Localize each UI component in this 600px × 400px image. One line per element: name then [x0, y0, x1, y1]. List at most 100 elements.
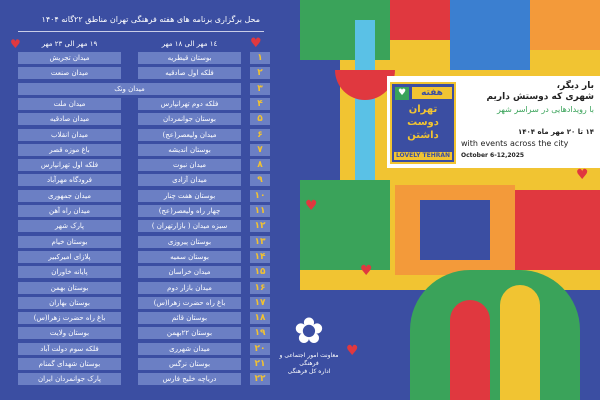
district-number: ۸	[250, 159, 270, 172]
venue-week2: بوستان بهمن	[18, 281, 121, 294]
table-row: ۲۲ دریاچه خلیج فارس پارک جوانمردان ایران	[18, 373, 270, 386]
venue-week1: بوستان پیروزی	[138, 235, 241, 248]
venue-week2: میدان صنعت	[18, 67, 121, 80]
venue-week2: بوستان بهاران	[18, 296, 121, 309]
english-dates: October 6-12,2025	[461, 152, 525, 159]
heart-icon: ♥	[395, 87, 409, 100]
table-row: ۱۲ سبزه میدان ( بازارتهران ) پارک شهر	[18, 220, 270, 233]
venue-week1: میدان شهرری	[138, 342, 241, 355]
venue-week2: میدان ملت	[18, 97, 121, 110]
venue-week1: سبزه میدان ( بازارتهران )	[138, 220, 241, 233]
venue-week1: بوستان اندیشه	[138, 143, 241, 156]
table-row: ۱۵ میدان خراسان پایانه خاوران	[18, 266, 270, 279]
venue-week1: میدان خراسان	[138, 266, 241, 279]
district-number: ۲۲	[250, 373, 270, 386]
illustration: ♥ ♥	[300, 0, 600, 400]
venue-week1: چهار راه ولیعصر(عج)	[138, 205, 241, 217]
venue-week1: میدان نبوت	[138, 159, 241, 172]
headline: بار دیگر،	[556, 81, 594, 91]
emblem-title: هفته	[412, 87, 452, 99]
table-row: ۱۰ بوستان هفت چنار میدان جمهوری	[18, 189, 270, 202]
english-tagline: with events across the city	[461, 139, 569, 148]
table-row: ۱۳ بوستان پیروزی بوستان خیام	[18, 235, 270, 248]
venue-week2: فلکه اول تهرانپارس	[18, 159, 121, 172]
table-title: محل برگزاری برنامه های هفته فرهنگی تهران…	[41, 15, 260, 24]
venue-week1: بوستان قائم	[138, 312, 241, 325]
table-row: ۱ بوستان قیطریه میدان تجریش	[18, 52, 270, 64]
table-row: ۱۶ میدان بازار دوم بوستان بهمن	[18, 281, 270, 294]
district-number: ۲۱	[250, 358, 270, 370]
headline: شهری که دوستش داریم	[486, 92, 594, 102]
table-row: ۶ میدان ولیعصر(عج) میدان انقلاب	[18, 128, 270, 141]
table-row: ۱۹ بوستان ۲۲بهمن بوستان ولایت	[18, 327, 270, 340]
logo-star-icon: ✿	[293, 311, 325, 352]
venue-week1: بوستان ۲۲بهمن	[138, 327, 241, 340]
venue-week1: بوستان قیطریه	[138, 52, 241, 64]
table-row: ۹ میدان آزادی فرودگاه مهرآباد	[18, 174, 270, 187]
district-number: ۲	[250, 67, 270, 80]
table-row: ۷ بوستان اندیشه باغ موزه قصر	[18, 143, 270, 156]
district-number: ۷	[250, 143, 270, 156]
table-row: ۱۴ بوستان سمیه پلازای امیرکبیر	[18, 250, 270, 263]
venue-week2: فلکه سوم دولت آباد	[18, 342, 121, 355]
title-divider	[18, 31, 264, 32]
people-crowd	[410, 270, 580, 400]
venue-week1: میدان ولیعصر(عج)	[138, 128, 241, 141]
venue-week2: میدان انقلاب	[18, 128, 121, 141]
logo-text: اداره کل فرهنگی	[287, 368, 331, 375]
venue-week1: میدان بازار دوم	[138, 281, 241, 294]
venue-week2: پارک شهر	[18, 220, 121, 233]
table-row: ۳ میدان ونک	[18, 82, 270, 95]
table-row: ۱۸ بوستان قائم باغ راه حضرت زهرا(س)	[18, 312, 270, 325]
venue-week1: باغ راه حضرت زهرا(س)	[138, 296, 241, 309]
subheadline: با رویدادهایی در سراسر شهر	[496, 105, 594, 114]
table-row: ۲۰ میدان شهرری فلکه سوم دولت آباد	[18, 342, 270, 355]
district-number: ۴	[250, 97, 270, 110]
emblem-english: LOVELY TEHRAN	[394, 152, 452, 160]
venue-week1: فلکه اول صادقیه	[138, 67, 241, 80]
venue-week2: میدان جمهوری	[18, 189, 121, 202]
heart-icon: ♥	[360, 263, 373, 279]
venue-week2: پایانه خاوران	[18, 266, 121, 279]
venue-week2: بوستان خیام	[18, 235, 121, 248]
emblem-text: تهران دوست داشتن	[407, 104, 439, 141]
logo-text: معاونت امور اجتماعی و فرهنگی	[279, 352, 339, 367]
heart-icon: ♥	[10, 37, 21, 51]
table-row: ۵ بوستان جوانمردان میدان صادقیه	[18, 113, 270, 126]
table-row: ۲۱ بوستان نرگس بوستان شهدای گمنام	[18, 358, 270, 370]
column-header-week1: ١٤ مهر الی ١٨ مهر	[161, 40, 218, 48]
district-number: ۲۰	[250, 342, 270, 355]
district-number: ۳	[250, 82, 270, 95]
venue-week2: پلازای امیرکبیر	[18, 250, 121, 263]
district-number: ۱۹	[250, 327, 270, 340]
district-number: ۱۰	[250, 189, 270, 202]
venue-week2: باغ موزه قصر	[18, 143, 121, 156]
venue-week1: بوستان سمیه	[138, 250, 241, 263]
district-number: ۱	[250, 52, 270, 64]
district-number: ۱۱	[250, 205, 270, 217]
venue-week2: میدان تجریش	[18, 52, 121, 64]
venue-table-panel: محل برگزاری برنامه های هفته فرهنگی تهران…	[10, 15, 270, 386]
heart-icon: ♥	[305, 198, 318, 214]
venue-week1: بوستان نرگس	[138, 358, 241, 370]
district-number: ۶	[250, 128, 270, 141]
district-number: ۱۷	[250, 296, 270, 309]
venue-week2: میدان صادقیه	[18, 113, 121, 126]
venue-week2: بوستان شهدای گمنام	[18, 358, 121, 370]
district-number: ۵	[250, 113, 270, 126]
district-number: ۹	[250, 174, 270, 187]
venue-week1: فلکه دوم تهرانپارس	[138, 97, 241, 110]
district-number: ۱۴	[250, 250, 270, 263]
venue-week2: بوستان ولایت	[18, 327, 121, 340]
table-row: ۲ فلکه اول صادقیه میدان صنعت	[18, 67, 270, 80]
table-row: ۱۷ باغ راه حضرت زهرا(س) بوستان بهاران	[18, 296, 270, 309]
district-number: ۱۸	[250, 312, 270, 325]
table-row: ۱۱ چهار راه ولیعصر(عج) میدان راه آهن	[18, 205, 270, 217]
heart-icon: ♥	[576, 167, 589, 183]
district-number: ۱۲	[250, 220, 270, 233]
venue-week1: بوستان هفت چنار	[138, 189, 241, 202]
lovely-tehran-emblem: ♥ هفته تهران دوست داشتن LOVELY TEHRAN	[390, 82, 456, 164]
venue-week2: میدان راه آهن	[18, 205, 121, 217]
persian-dates: ۱۴ تا ۲۰ مهر ماه ۱۴۰۴	[517, 128, 594, 136]
venue-week1: بوستان جوانمردان	[138, 113, 241, 126]
